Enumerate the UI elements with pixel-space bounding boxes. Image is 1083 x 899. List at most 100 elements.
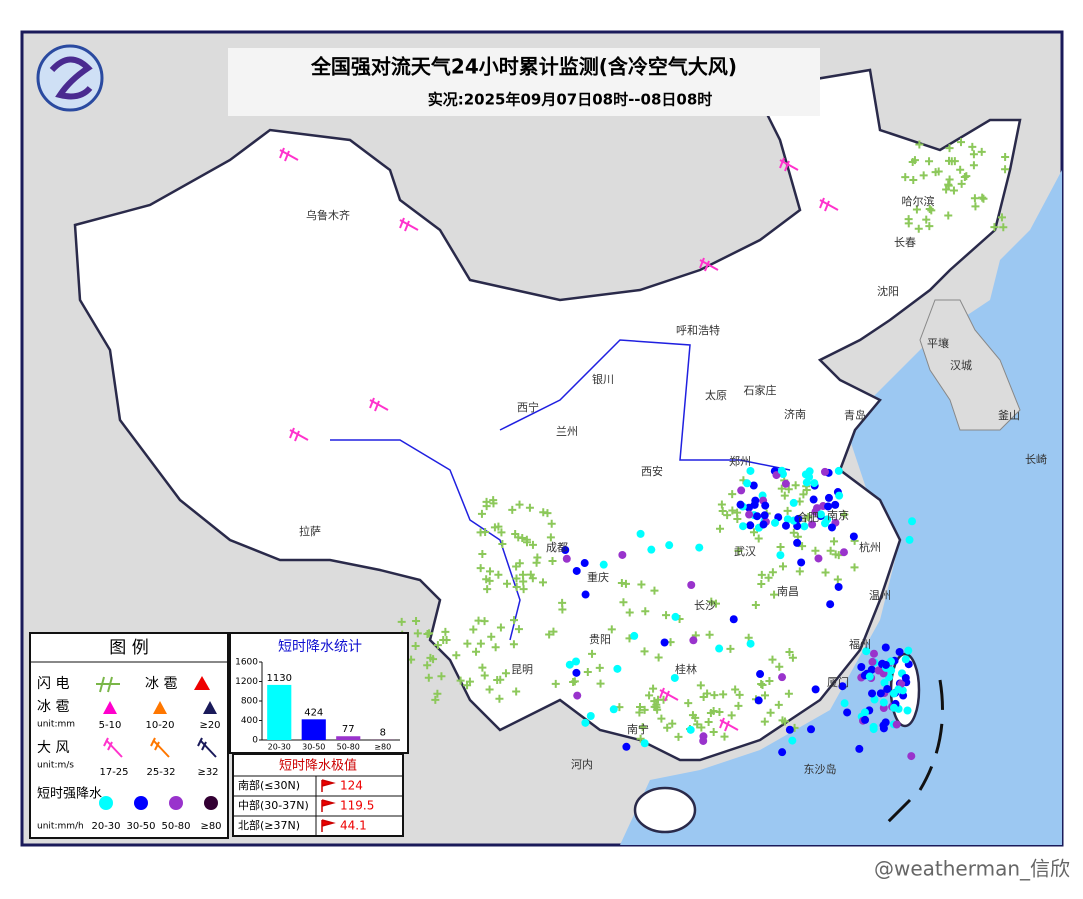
rain-mark xyxy=(573,567,581,575)
city-label: 河内 xyxy=(571,757,593,771)
city-label: 桂林 xyxy=(675,662,697,676)
rain-mark xyxy=(877,689,885,697)
city-label: 乌鲁木齐 xyxy=(306,208,350,222)
rain-mark xyxy=(760,520,768,528)
row-value: 124 xyxy=(340,779,363,793)
rain-mark xyxy=(826,600,834,608)
rain-mark xyxy=(902,674,910,682)
rain-mark xyxy=(870,725,878,733)
rain-mark xyxy=(882,661,890,669)
city-label: 沈阳 xyxy=(877,284,899,298)
rain-mark xyxy=(788,737,796,745)
rain-mark xyxy=(831,501,839,509)
rain-mark xyxy=(761,511,769,519)
rain-mark xyxy=(868,666,876,674)
rain-mark xyxy=(797,558,805,566)
city-label: 福州 xyxy=(849,637,871,651)
city-label: 长沙 xyxy=(694,599,716,612)
city-label: 武汉 xyxy=(734,545,756,558)
rain-mark xyxy=(771,519,779,527)
rain-mark xyxy=(907,752,915,760)
legend-unit: unit:mm xyxy=(37,720,75,730)
rain-mark xyxy=(857,663,865,671)
rain-mark xyxy=(671,613,679,621)
row-value: 119.5 xyxy=(340,799,374,813)
rain-mark xyxy=(587,712,595,720)
rain-mark xyxy=(563,555,571,563)
rain-mark xyxy=(572,669,580,677)
legend-class: ≥20 xyxy=(199,720,220,731)
city-label: 昆明 xyxy=(511,663,533,676)
y-tick-label: 400 xyxy=(241,716,258,726)
y-tick-label: 1200 xyxy=(235,677,258,687)
rain-mark xyxy=(687,581,695,589)
city-label: 石家庄 xyxy=(744,383,777,397)
city-label: 汉城 xyxy=(950,359,972,372)
rain-mark xyxy=(647,546,655,554)
rain-mark xyxy=(812,685,820,693)
rain-mark xyxy=(689,636,697,644)
legend-class: 50-80 xyxy=(161,821,190,832)
rain-mark xyxy=(761,502,769,510)
title: 全国强对流天气24小时累计监测(含冷空气大风) xyxy=(310,55,737,79)
city-label: 青岛 xyxy=(844,408,866,422)
city-label: 杭州 xyxy=(859,540,881,554)
legend-class: 5-10 xyxy=(99,720,122,731)
rain-mark xyxy=(902,655,910,663)
table-title: 短时降水极值 xyxy=(279,758,357,774)
rain-mark xyxy=(753,512,761,520)
row-label: 北部(≥37N) xyxy=(238,818,300,832)
rain-mark xyxy=(870,650,878,658)
rain-mark xyxy=(618,551,626,559)
rain-mark xyxy=(582,591,590,599)
rain-mark xyxy=(641,739,649,747)
legend-label: 闪 电 xyxy=(37,676,69,692)
rain-mark xyxy=(746,467,754,475)
city-label: 长春 xyxy=(894,236,916,249)
rain-mark xyxy=(855,745,863,753)
rain-mark xyxy=(715,645,723,653)
city-label: 成都 xyxy=(546,541,568,554)
city-label: 贵阳 xyxy=(589,633,611,646)
city-label: 西宁 xyxy=(517,400,539,414)
city-label: 拉萨 xyxy=(299,524,321,538)
rain-mark xyxy=(807,725,815,733)
rain-mark xyxy=(737,486,745,494)
rain-mark xyxy=(610,705,618,713)
rain-mark xyxy=(882,718,890,726)
rain-mark xyxy=(743,479,751,487)
legend-unit: unit:m/s xyxy=(37,761,74,771)
rain-mark xyxy=(803,478,811,486)
city-label: 兰州 xyxy=(556,425,578,438)
rain-mark xyxy=(850,532,858,540)
rain-mark xyxy=(906,536,914,544)
rain-mark xyxy=(581,719,589,727)
rain-mark xyxy=(778,748,786,756)
bar xyxy=(302,719,326,740)
rain-mark xyxy=(600,561,608,569)
rain-mark xyxy=(828,523,836,531)
x-tick-label: 50-80 xyxy=(337,743,360,752)
rain-mark xyxy=(786,726,794,734)
city-label: 济南 xyxy=(784,407,806,421)
rain-mark xyxy=(825,494,833,502)
city-label: 东沙岛 xyxy=(804,762,837,776)
rain-mark xyxy=(755,696,763,704)
rain-mark xyxy=(737,501,745,509)
city-label: 合肥 xyxy=(797,510,819,524)
x-tick-label: 30-50 xyxy=(302,743,325,752)
legend-label: 冰 雹 xyxy=(37,699,69,715)
rain-mark xyxy=(665,541,673,549)
rain-mark xyxy=(790,499,798,507)
rain-mark xyxy=(868,658,876,666)
rain-mark xyxy=(699,737,707,745)
subtitle: 实况:2025年09月07日08时--08日08时 xyxy=(428,91,713,109)
city-label: 呼和浩特 xyxy=(676,323,720,337)
value-label: 77 xyxy=(342,724,355,735)
rain-mark xyxy=(821,468,829,476)
rain-mark xyxy=(840,548,848,556)
rain-mark xyxy=(751,501,759,509)
city-label: 太原 xyxy=(705,389,727,402)
rain-mark xyxy=(890,704,898,712)
rain-mark xyxy=(730,615,738,623)
